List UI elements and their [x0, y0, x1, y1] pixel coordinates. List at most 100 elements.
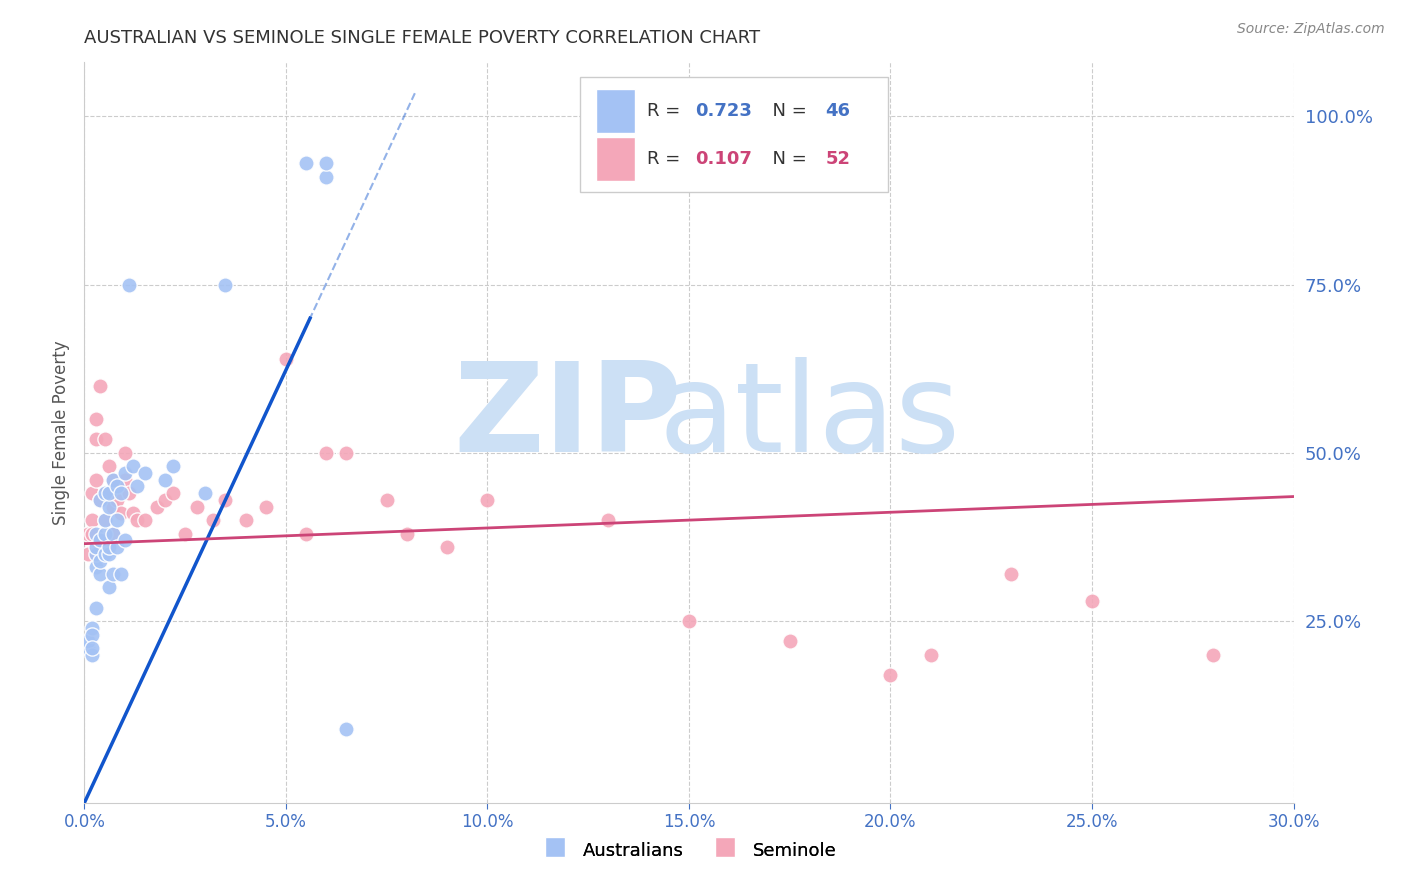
Point [77, 547, 100, 561]
Point [118, 277, 141, 292]
Text: R =: R = [647, 102, 686, 120]
Point [114, 466, 136, 480]
Point [114, 533, 136, 548]
Point [1000, 566, 1022, 581]
Point [82, 640, 104, 655]
Y-axis label: Single Female Poverty: Single Female Poverty [52, 341, 70, 524]
Point [779, 634, 801, 648]
Point [97, 459, 120, 474]
Point [395, 526, 418, 541]
Point [77, 526, 100, 541]
Point [295, 156, 318, 170]
Text: AUSTRALIAN VS SEMINOLE SINGLE FEMALE POVERTY CORRELATION CHART: AUSTRALIAN VS SEMINOLE SINGLE FEMALE POV… [84, 29, 761, 47]
Point [77, 640, 100, 655]
Point [235, 513, 257, 527]
Point [82, 621, 104, 635]
Text: N =: N = [762, 102, 813, 120]
Point [335, 446, 357, 460]
Point [89, 566, 111, 581]
Point [146, 500, 169, 514]
Point [134, 513, 156, 527]
Point [89, 492, 111, 507]
Point [1202, 648, 1225, 662]
Point [89, 540, 111, 554]
Point [879, 668, 901, 682]
Point [134, 466, 156, 480]
Point [93, 433, 115, 447]
Point [274, 351, 297, 366]
Point [1081, 594, 1104, 608]
Point [82, 486, 104, 500]
Point [118, 486, 141, 500]
Point [121, 459, 143, 474]
Text: atlas: atlas [659, 358, 960, 478]
Point [97, 500, 120, 514]
Point [89, 553, 111, 567]
Point [335, 722, 357, 736]
Point [97, 486, 120, 500]
Point [93, 513, 115, 527]
Point [186, 500, 208, 514]
Point [153, 492, 176, 507]
Point [477, 492, 499, 507]
Point [105, 513, 128, 527]
Point [89, 492, 111, 507]
Point [153, 473, 176, 487]
Text: N =: N = [762, 150, 813, 168]
Point [114, 473, 136, 487]
Point [110, 507, 132, 521]
Point [101, 473, 124, 487]
Point [101, 526, 124, 541]
Point [114, 446, 136, 460]
Point [375, 492, 398, 507]
FancyBboxPatch shape [581, 78, 889, 192]
Point [214, 277, 236, 292]
Point [82, 526, 104, 541]
Point [110, 566, 132, 581]
FancyBboxPatch shape [596, 137, 634, 181]
Point [86, 547, 108, 561]
Point [920, 648, 942, 662]
Point [315, 446, 337, 460]
Point [101, 500, 124, 514]
Point [93, 486, 115, 500]
Point [97, 547, 120, 561]
Point [121, 507, 143, 521]
Point [105, 540, 128, 554]
Point [315, 169, 337, 184]
Point [93, 513, 115, 527]
Point [436, 540, 458, 554]
Point [86, 433, 108, 447]
Point [93, 486, 115, 500]
Point [125, 513, 148, 527]
Point [93, 526, 115, 541]
Point [162, 459, 184, 474]
Point [77, 634, 100, 648]
Point [89, 533, 111, 548]
Text: 46: 46 [825, 102, 851, 120]
Text: R =: R = [647, 150, 686, 168]
Point [254, 500, 277, 514]
Point [82, 627, 104, 641]
Point [93, 547, 115, 561]
Point [202, 513, 225, 527]
Text: ZIP: ZIP [454, 358, 682, 478]
Text: 0.723: 0.723 [695, 102, 752, 120]
Point [97, 540, 120, 554]
Point [174, 526, 197, 541]
Point [82, 513, 104, 527]
Point [101, 566, 124, 581]
Point [105, 479, 128, 493]
Point [86, 600, 108, 615]
FancyBboxPatch shape [596, 89, 634, 133]
Point [86, 560, 108, 574]
Point [86, 473, 108, 487]
Text: 52: 52 [825, 150, 851, 168]
Point [101, 526, 124, 541]
Point [97, 581, 120, 595]
Point [315, 156, 337, 170]
Text: 0.107: 0.107 [695, 150, 752, 168]
Point [162, 486, 184, 500]
Point [101, 473, 124, 487]
Point [194, 486, 217, 500]
